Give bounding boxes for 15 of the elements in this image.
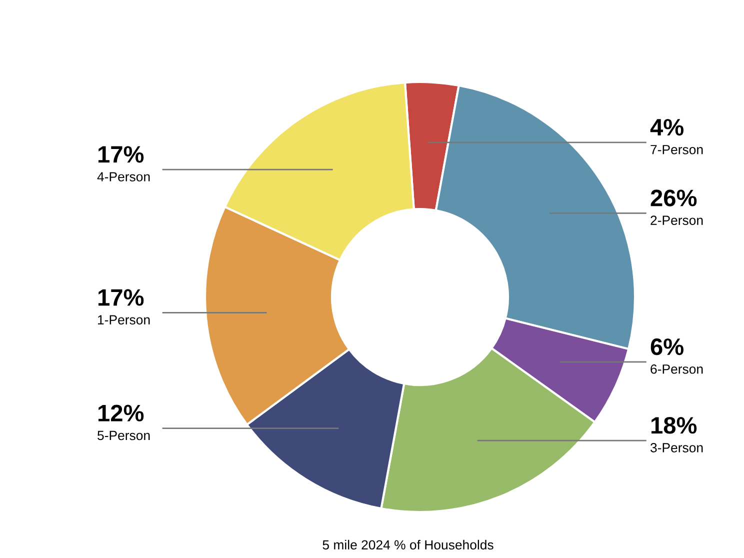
slice-label: 3-Person — [650, 443, 703, 452]
data-label: 17% — [98, 146, 144, 163]
data-label: 12% — [98, 404, 144, 422]
data-label: 4% — [650, 118, 684, 136]
slice-label: 5-Person — [98, 430, 150, 440]
slice-label: 6-Person — [650, 364, 703, 374]
slice-label: 4-Person — [97, 172, 150, 182]
slice-label: 1-Person — [98, 315, 150, 324]
data-label: 17% — [98, 289, 144, 306]
data-label: 26% — [650, 190, 697, 206]
slice-label: 2-Person — [650, 216, 703, 225]
slice-label: 7-Person — [650, 145, 703, 154]
data-label: 18% — [651, 416, 697, 434]
data-label: 6% — [650, 338, 684, 356]
text: 5 mile 2024 % of Households — [322, 540, 494, 550]
